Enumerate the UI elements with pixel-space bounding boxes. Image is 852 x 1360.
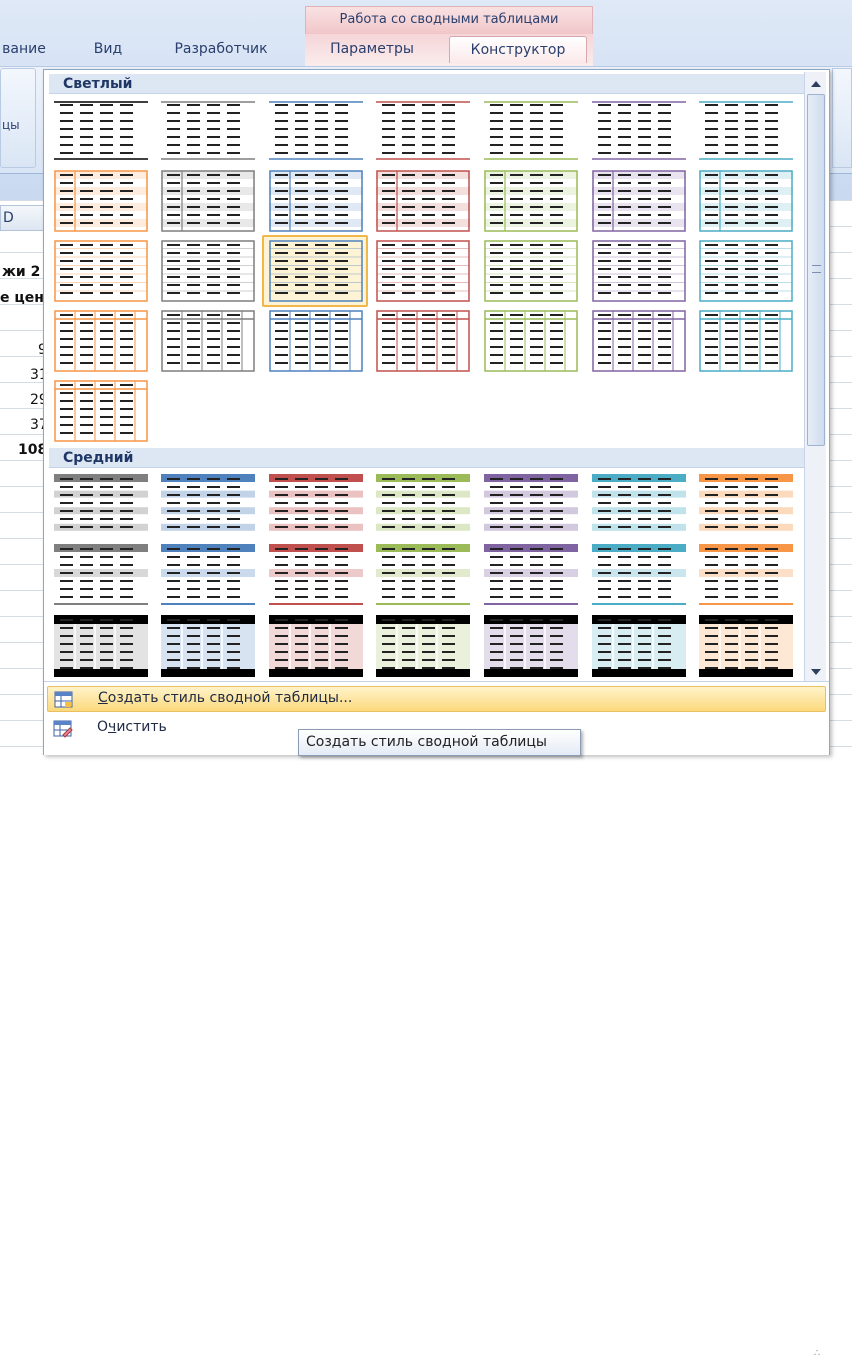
style-thumbnail-medium[interactable] <box>484 474 578 536</box>
pivot-style-clear-icon <box>53 720 73 738</box>
ribbon-group-label: цы <box>2 118 20 132</box>
create-pivot-style-menu-item[interactable]: Создать стиль сводной таблицы... <box>47 686 826 712</box>
gallery-scrollbar[interactable] <box>804 72 826 682</box>
style-thumbnail-light[interactable] <box>54 310 148 372</box>
clear-menu-item[interactable]: Очистить <box>47 716 826 742</box>
scroll-up-icon[interactable] <box>808 76 824 90</box>
style-thumbnail-light[interactable] <box>54 380 148 442</box>
style-thumbnail-medium[interactable] <box>54 474 148 536</box>
pivot-style-new-icon <box>54 691 74 709</box>
style-thumbnail-medium[interactable] <box>161 474 255 536</box>
tab-design[interactable]: Конструктор <box>449 36 587 63</box>
style-thumbnail-light[interactable] <box>699 310 793 372</box>
style-thumbnail-medium[interactable] <box>376 474 470 536</box>
style-thumbnail-light[interactable] <box>484 100 578 162</box>
style-thumbnail-light[interactable] <box>54 170 148 232</box>
style-thumbnail-light[interactable] <box>592 100 686 162</box>
style-thumbnail-light[interactable] <box>161 310 255 372</box>
group-header-light: Светлый <box>49 74 804 94</box>
style-thumbnail-light[interactable] <box>54 240 148 302</box>
ribbon-group-partial[interactable] <box>0 68 36 168</box>
style-thumbnail-medium[interactable] <box>161 544 255 606</box>
cell-value[interactable]: 9 <box>38 342 47 358</box>
style-thumbnail-light[interactable] <box>269 100 363 162</box>
contextual-tab-group-title: Работа со сводными таблицами <box>305 6 593 34</box>
style-thumbnail-light[interactable] <box>484 240 578 302</box>
style-thumbnail-medium[interactable] <box>484 615 578 677</box>
group-header-medium: Средний <box>49 448 804 468</box>
style-thumbnail-medium[interactable] <box>699 544 793 606</box>
style-thumbnail-light[interactable] <box>484 310 578 372</box>
resize-grip-icon[interactable]: ∴ <box>814 1348 820 1359</box>
style-thumbnail-medium[interactable] <box>269 615 363 677</box>
style-thumbnail-medium[interactable] <box>592 474 686 536</box>
style-thumbnail-medium[interactable] <box>592 615 686 677</box>
style-thumbnail-light[interactable] <box>699 240 793 302</box>
cell-text[interactable]: жи 2 <box>2 264 41 280</box>
style-thumbnail-medium[interactable] <box>376 544 470 606</box>
style-thumbnail-light[interactable] <box>484 170 578 232</box>
selected-style-highlight <box>262 235 368 307</box>
style-thumbnail-light[interactable] <box>376 310 470 372</box>
style-thumbnail-medium[interactable] <box>161 615 255 677</box>
cell-total[interactable]: 108 <box>18 442 48 458</box>
style-thumbnail-medium[interactable] <box>54 615 148 677</box>
style-thumbnail-medium[interactable] <box>269 474 363 536</box>
pivot-style-gallery: Светлый Средний Создать стиль сводной та… <box>43 69 830 1359</box>
style-thumbnail-light[interactable] <box>699 170 793 232</box>
style-thumbnail-medium[interactable] <box>592 544 686 606</box>
clear-label: Очистить <box>97 719 167 735</box>
style-thumbnail-medium[interactable] <box>699 474 793 536</box>
tab-view[interactable]: Вид <box>93 41 123 57</box>
tab-developer[interactable]: Разработчик <box>174 41 268 57</box>
style-thumbnail-light[interactable] <box>376 100 470 162</box>
scroll-down-icon[interactable] <box>808 664 824 678</box>
cell-text[interactable]: е цен <box>0 290 44 306</box>
style-thumbnail-light[interactable] <box>161 170 255 232</box>
style-thumbnail-medium[interactable] <box>54 544 148 606</box>
style-thumbnail-medium[interactable] <box>484 544 578 606</box>
tab-review-partial[interactable]: вание <box>2 41 46 57</box>
style-thumbnail-medium[interactable] <box>376 615 470 677</box>
style-thumbnail-light[interactable] <box>161 240 255 302</box>
style-thumbnail-light[interactable] <box>161 100 255 162</box>
scrollbar-thumb[interactable] <box>807 94 825 446</box>
style-thumbnail-light[interactable] <box>699 100 793 162</box>
style-thumbnail-light[interactable] <box>376 240 470 302</box>
style-thumbnail-light[interactable] <box>592 240 686 302</box>
create-pivot-style-label: Создать стиль сводной таблицы... <box>98 690 353 706</box>
style-thumbnail-medium[interactable] <box>269 544 363 606</box>
ribbon-group-partial-right[interactable] <box>832 68 852 168</box>
style-thumbnail-light[interactable] <box>269 310 363 372</box>
style-thumbnail-light[interactable] <box>376 170 470 232</box>
style-thumbnail-light[interactable] <box>592 310 686 372</box>
grip-icon <box>812 265 821 273</box>
tab-options[interactable]: Параметры <box>330 41 414 57</box>
style-thumbnail-light[interactable] <box>269 240 363 302</box>
style-thumbnail-medium[interactable] <box>699 615 793 677</box>
style-thumbnail-light[interactable] <box>592 170 686 232</box>
style-thumbnail-light[interactable] <box>54 100 148 162</box>
style-thumbnail-light[interactable] <box>269 170 363 232</box>
tooltip: Создать стиль сводной таблицы <box>298 729 581 756</box>
